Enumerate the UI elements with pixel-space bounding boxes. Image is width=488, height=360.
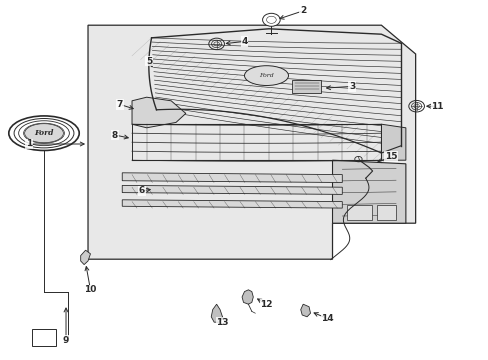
Polygon shape	[242, 290, 253, 304]
Ellipse shape	[24, 124, 63, 143]
FancyBboxPatch shape	[376, 205, 395, 220]
Polygon shape	[122, 200, 342, 208]
Text: 6: 6	[139, 186, 144, 195]
Text: 11: 11	[430, 102, 443, 111]
FancyBboxPatch shape	[292, 80, 321, 93]
Text: 12: 12	[260, 300, 272, 309]
Text: 3: 3	[348, 82, 354, 91]
Text: 10: 10	[84, 285, 97, 294]
Polygon shape	[122, 173, 342, 183]
Text: Ford: Ford	[34, 129, 54, 137]
Text: 7: 7	[116, 100, 123, 109]
Text: 13: 13	[216, 318, 228, 327]
Text: Ford: Ford	[259, 73, 273, 78]
Polygon shape	[132, 97, 185, 128]
Text: 1: 1	[26, 139, 32, 148]
Text: 9: 9	[62, 336, 69, 345]
Polygon shape	[332, 160, 405, 223]
Text: 14: 14	[321, 314, 333, 323]
Text: 8: 8	[112, 130, 118, 139]
Text: 5: 5	[146, 57, 152, 66]
Polygon shape	[122, 185, 342, 194]
Text: 15: 15	[384, 152, 397, 161]
Polygon shape	[300, 304, 310, 317]
Ellipse shape	[262, 13, 280, 26]
FancyBboxPatch shape	[346, 205, 371, 220]
Polygon shape	[88, 25, 415, 259]
Text: 4: 4	[241, 37, 247, 46]
Text: 2: 2	[300, 6, 305, 15]
Polygon shape	[211, 304, 222, 322]
Polygon shape	[81, 250, 90, 265]
Ellipse shape	[244, 66, 288, 85]
Polygon shape	[381, 124, 405, 160]
